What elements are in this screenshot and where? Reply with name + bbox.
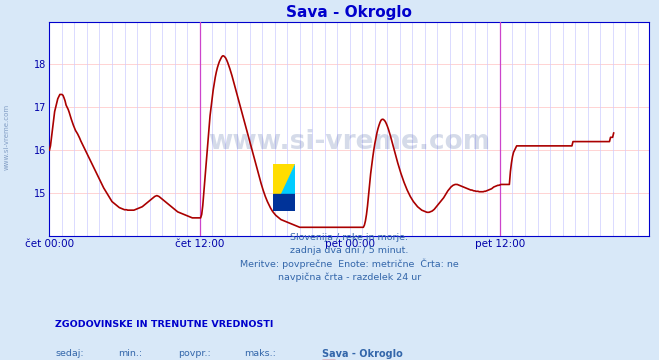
Text: sedaj:: sedaj: [55,349,84,358]
Text: povpr.:: povpr.: [179,349,211,358]
Bar [273,194,295,211]
Text: Sava - Okroglo: Sava - Okroglo [322,349,403,359]
Polygon shape [273,164,295,211]
Text: www.si-vreme.com: www.si-vreme.com [3,104,10,170]
Text: min.:: min.: [119,349,142,358]
Text: maks.:: maks.: [244,349,276,358]
Text: www.si-vreme.com: www.si-vreme.com [208,129,490,154]
Text: ZGODOVINSKE IN TRENUTNE VREDNOSTI: ZGODOVINSKE IN TRENUTNE VREDNOSTI [55,320,273,329]
Text: Slovenija / reke in morje.
zadnja dva dni / 5 minut.
Meritve: povprečne  Enote: : Slovenija / reke in morje. zadnja dva dn… [240,234,459,282]
Title: Sava - Okroglo: Sava - Okroglo [286,5,413,21]
Polygon shape [273,164,295,211]
